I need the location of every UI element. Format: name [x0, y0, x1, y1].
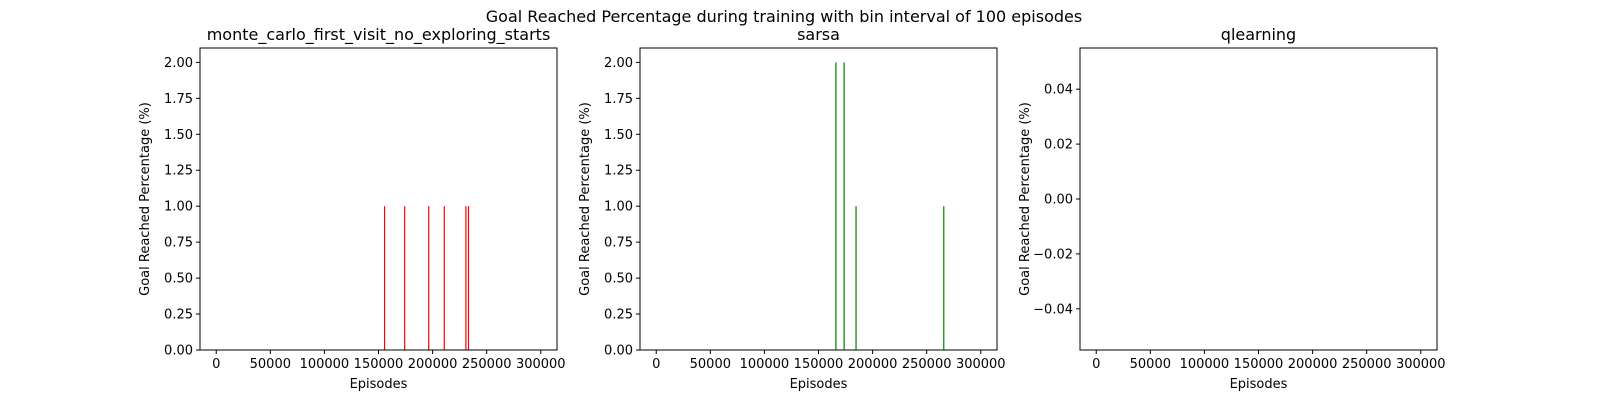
x-axis-label: Episodes: [350, 377, 408, 392]
bar-series: [383, 206, 470, 350]
figure-suptitle: Goal Reached Percentage during training …: [486, 7, 1082, 26]
x-axis-label: Episodes: [1230, 377, 1288, 392]
y-tick-label: 1.75: [604, 92, 633, 107]
subplots: 0 50000 100000 150000 200000 250000 300000 0.00…: [138, 25, 1446, 392]
x-tick-label: 300000: [516, 357, 566, 372]
x-tick-label: 250000: [462, 357, 512, 372]
y-axis-label: Goal Reached Percentage (%): [1018, 102, 1033, 296]
x-tick-label: 150000: [794, 357, 844, 372]
y-axis-label: Goal Reached Percentage (%): [138, 102, 153, 296]
x-tick-label: 100000: [740, 357, 790, 372]
x-tick-label: 100000: [1180, 357, 1230, 372]
bar: [383, 206, 386, 350]
x-tick-label: 0: [652, 357, 660, 372]
x-tick-label: 300000: [956, 357, 1006, 372]
y-tick-label: 1.50: [604, 128, 633, 143]
y-tick-label: 0.25: [604, 308, 633, 323]
y-tick-label: 0.04: [1044, 83, 1073, 98]
y-tick-label: 1.25: [164, 164, 193, 179]
y-tick-label: 0.00: [604, 344, 633, 359]
y-tick-label: 0.75: [164, 236, 193, 251]
x-tick-label: 150000: [354, 357, 404, 372]
y-tick-label: 0.00: [1044, 193, 1073, 208]
x-tick-label: 200000: [408, 357, 458, 372]
subplot-1: 0 50000 100000 150000 200000 250000 300000 0.00…: [138, 25, 566, 392]
y-tick-label: −0.04: [1033, 302, 1073, 317]
y-tick-label: 1.75: [164, 92, 193, 107]
y-tick-label: 1.50: [164, 128, 193, 143]
x-tick-label: 250000: [902, 357, 952, 372]
y-tick-label: 1.00: [604, 200, 633, 215]
subplot-title: qlearning: [1221, 25, 1296, 44]
bar-series: [835, 62, 945, 350]
bar: [465, 206, 467, 350]
x-tick-label: 300000: [1396, 357, 1446, 372]
x-tick-label: 200000: [1288, 357, 1338, 372]
bar: [428, 206, 430, 350]
y-tick-label: 0.00: [164, 344, 193, 359]
y-tick-label: 0.02: [1044, 138, 1073, 153]
x-tick-label: 50000: [690, 357, 731, 372]
x-tick-label: 100000: [300, 357, 350, 372]
y-axis-label: Goal Reached Percentage (%): [578, 102, 593, 296]
subplot-title: sarsa: [797, 25, 840, 44]
y-tick-label: 0.75: [604, 236, 633, 251]
y-tick-label: 0.25: [164, 308, 193, 323]
x-tick-label: 50000: [1130, 357, 1171, 372]
subplot-3: 0 50000 100000 150000 200000 250000 300000 −0.0…: [1018, 25, 1446, 392]
y-tick-label: 2.00: [164, 56, 193, 71]
x-tick-label: 200000: [848, 357, 898, 372]
y-tick-label: 0.50: [164, 272, 193, 287]
bar: [467, 206, 470, 350]
x-tick-label: 50000: [250, 357, 291, 372]
subplot-2: 0 50000 100000 150000 200000 250000 300000 0.00…: [578, 25, 1006, 392]
subplot-title: monte_carlo_first_visit_no_exploring_sta…: [207, 25, 551, 45]
x-tick-label: 250000: [1342, 357, 1392, 372]
bar: [404, 206, 406, 350]
bar: [843, 62, 845, 350]
y-tick-label: 1.00: [164, 200, 193, 215]
bar: [443, 206, 445, 350]
x-tick-label: 0: [1092, 357, 1100, 372]
bar: [835, 62, 837, 350]
y-tick-label: 0.50: [604, 272, 633, 287]
x-tick-label: 150000: [1234, 357, 1284, 372]
y-tick-label: 2.00: [604, 56, 633, 71]
bar: [855, 206, 857, 350]
x-axis-label: Episodes: [790, 377, 848, 392]
y-tick-label: 1.25: [604, 164, 633, 179]
bar: [943, 206, 945, 350]
x-tick-label: 0: [212, 357, 220, 372]
y-tick-label: −0.02: [1033, 247, 1073, 262]
